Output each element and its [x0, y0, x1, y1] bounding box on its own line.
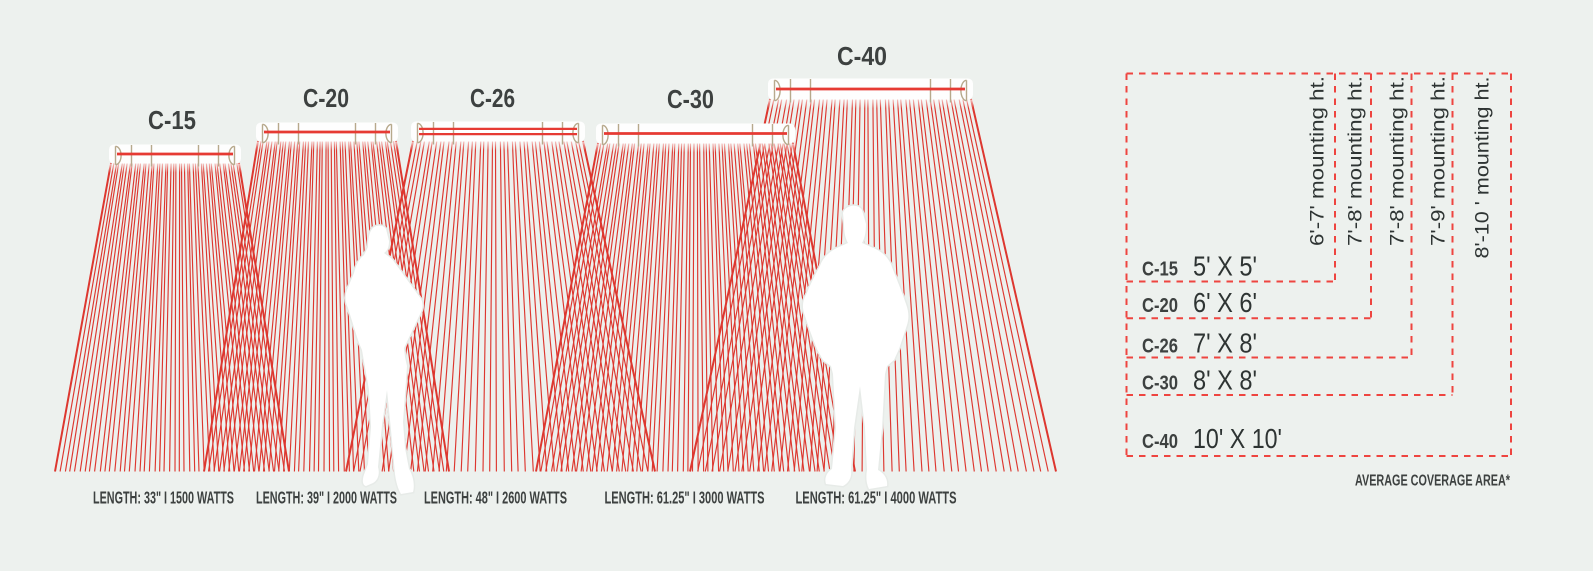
svg-text:C-15: C-15 — [148, 105, 196, 135]
svg-text:LENGTH: 48" I 2600 WATTS: LENGTH: 48" I 2600 WATTS — [424, 488, 567, 508]
svg-text:8' X 8': 8' X 8' — [1193, 364, 1257, 395]
svg-text:7' X 8': 7' X 8' — [1193, 327, 1257, 358]
svg-text:C-15: C-15 — [1142, 258, 1178, 281]
svg-text:6' X 6': 6' X 6' — [1193, 287, 1257, 318]
svg-text:8'-10 ' mounting ht.: 8'-10 ' mounting ht. — [1473, 77, 1494, 259]
svg-text:LENGTH: 61.25" I 3000 WATTS: LENGTH: 61.25" I 3000 WATTS — [605, 488, 765, 508]
svg-text:LENGTH: 61.25" I 4000 WATTS: LENGTH: 61.25" I 4000 WATTS — [796, 488, 957, 508]
svg-text:C-30: C-30 — [667, 84, 714, 114]
svg-text:C-40: C-40 — [1142, 430, 1178, 453]
svg-text:C-26: C-26 — [1142, 334, 1178, 357]
svg-text:6'-7' mounting ht.: 6'-7' mounting ht. — [1308, 76, 1329, 246]
svg-text:C-40: C-40 — [837, 41, 887, 71]
svg-text:LENGTH: 39" I 2000 WATTS: LENGTH: 39" I 2000 WATTS — [256, 488, 397, 508]
svg-text:C-30: C-30 — [1142, 371, 1178, 394]
svg-text:5' X 5': 5' X 5' — [1193, 251, 1257, 282]
svg-text:10' X 10': 10' X 10' — [1193, 423, 1282, 454]
svg-text:C-26: C-26 — [470, 83, 515, 113]
svg-text:AVERAGE COVERAGE AREA*: AVERAGE COVERAGE AREA* — [1355, 473, 1511, 490]
svg-text:C-20: C-20 — [1142, 294, 1178, 317]
svg-text:7'-9' mounting ht.: 7'-9' mounting ht. — [1429, 76, 1450, 246]
svg-text:LENGTH: 33" I 1500 WATTS: LENGTH: 33" I 1500 WATTS — [93, 488, 234, 508]
svg-text:7'-8' mounting ht.: 7'-8' mounting ht. — [1346, 76, 1367, 246]
svg-text:7'-8' mounting ht.: 7'-8' mounting ht. — [1388, 76, 1409, 246]
svg-text:C-20: C-20 — [303, 83, 349, 113]
